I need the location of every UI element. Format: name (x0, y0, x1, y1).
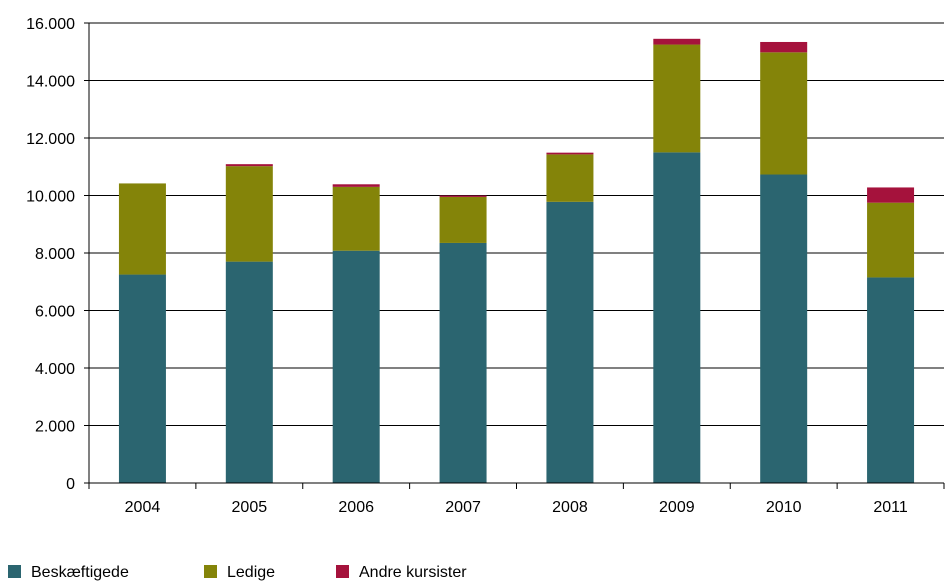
y-tick-label: 10.000 (26, 189, 75, 206)
x-tick-label: 2010 (766, 499, 802, 516)
x-tick-label: 2005 (232, 499, 268, 516)
bar-segment-andre-kursister-2008 (546, 152, 594, 155)
bar-segment-besk-ftigede-2007 (439, 242, 487, 483)
bar-segment-ledige-2006 (332, 186, 380, 251)
bar-segment-ledige-2005 (225, 166, 273, 262)
x-tick-label: 2008 (552, 499, 588, 516)
legend-swatch (8, 565, 21, 578)
bar-segment-ledige-2008 (546, 154, 594, 202)
x-tick-label: 2004 (125, 499, 161, 516)
y-tick-label: 2.000 (35, 419, 75, 436)
legend: Beskæftigede Ledige Andre kursister (8, 564, 467, 581)
y-tick-labels: 0 2.000 4.000 6.000 8.000 10.000 12.000 14.000 1… (26, 16, 75, 493)
x-tick-labels: 2004 2005 2006 2007 2008 2009 2010 2011 (125, 499, 908, 516)
bar-segment-andre-kursister-2010 (760, 41, 808, 53)
y-tick-label: 0 (66, 476, 75, 493)
x-tick-label: 2011 (873, 499, 908, 516)
bar-segment-besk-ftigede-2006 (332, 250, 380, 483)
y-tick-label: 6.000 (35, 304, 75, 321)
bar-segment-besk-ftigede-2009 (653, 152, 701, 483)
legend-label: Ledige (227, 564, 275, 581)
axes (84, 22, 945, 489)
legend-swatch (204, 565, 217, 578)
y-tick-label: 12.000 (26, 131, 75, 148)
legend-label: Andre kursister (359, 564, 467, 581)
y-tick-label: 16.000 (26, 16, 75, 33)
gridlines (89, 22, 944, 426)
bar-segment-ledige-2011 (867, 202, 915, 278)
bar-segment-andre-kursister-2005 (225, 164, 273, 167)
x-tick-label: 2006 (338, 499, 374, 516)
bar-segment-andre-kursister-2006 (332, 184, 380, 187)
bar-segment-besk-ftigede-2008 (546, 201, 594, 483)
bar-segment-ledige-2004 (118, 183, 166, 275)
bar-segment-ledige-2010 (760, 52, 808, 175)
bar-segment-besk-ftigede-2005 (225, 261, 273, 483)
bar-segment-andre-kursister-2007 (439, 195, 487, 197)
y-tick-label: 14.000 (26, 74, 75, 91)
bar-segment-ledige-2009 (653, 44, 701, 153)
x-tick-label: 2007 (445, 499, 481, 516)
legend-label: Beskæftigede (31, 564, 129, 581)
bar-segment-ledige-2007 (439, 196, 487, 243)
legend-swatch (336, 565, 349, 578)
bar-segment-besk-ftigede-2004 (118, 274, 166, 483)
bars (118, 38, 915, 483)
x-tick-label: 2009 (659, 499, 695, 516)
y-tick-label: 8.000 (35, 246, 75, 263)
bar-segment-besk-ftigede-2010 (760, 174, 808, 483)
y-tick-label: 4.000 (35, 361, 75, 378)
bar-segment-besk-ftigede-2011 (867, 277, 915, 483)
bar-segment-andre-kursister-2011 (867, 187, 915, 203)
bar-segment-andre-kursister-2009 (653, 38, 701, 45)
